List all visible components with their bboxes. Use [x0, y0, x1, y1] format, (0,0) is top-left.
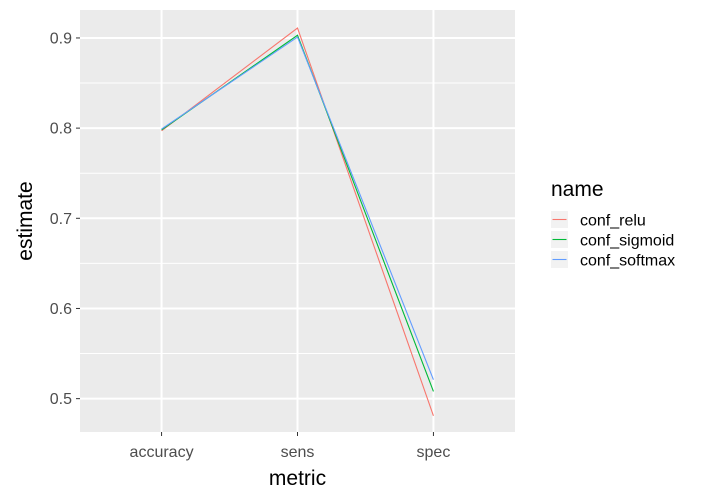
x-axis-title: metric: [269, 467, 326, 490]
legend-label: conf_relu: [580, 213, 646, 230]
y-axis: 0.5 0.6 0.7 0.8 0.9: [50, 30, 80, 408]
series-line-conf-relu: [161, 27, 434, 416]
x-axis: accuracy sens spec: [130, 432, 451, 461]
legend-title: name: [551, 178, 604, 201]
y-tick-label: 0.5: [50, 391, 72, 408]
y-tick-label: 0.6: [50, 301, 72, 318]
series-lines: [161, 27, 434, 416]
y-tick-label: 0.8: [50, 121, 72, 138]
major-gridlines: [80, 10, 515, 432]
legend-label: conf_sigmoid: [580, 233, 674, 250]
y-tick-label: 0.9: [50, 30, 72, 47]
legend-label: conf_softmax: [580, 253, 675, 270]
y-axis-title: estimate: [14, 181, 37, 260]
x-tick-label: sens: [281, 444, 315, 461]
y-tick-label: 0.7: [50, 211, 72, 228]
legend: name conf_relu conf_sigmoid conf_softmax: [551, 178, 675, 270]
x-tick-label: spec: [417, 444, 451, 461]
x-tick-label: accuracy: [130, 444, 194, 461]
series-line-conf-softmax: [161, 36, 434, 380]
